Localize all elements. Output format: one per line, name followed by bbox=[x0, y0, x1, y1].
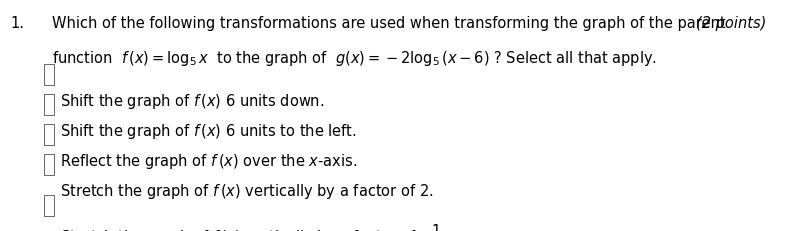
Text: Shift the graph of $f\,(x)$ 6 units down.: Shift the graph of $f\,(x)$ 6 units down… bbox=[60, 91, 324, 110]
Text: Which of the following transformations are used when transforming the graph of t: Which of the following transformations a… bbox=[52, 16, 726, 31]
Text: Reflect the graph of $f\,(x)$ over the $x$-axis.: Reflect the graph of $f\,(x)$ over the $… bbox=[60, 151, 357, 170]
Text: (2 points): (2 points) bbox=[696, 16, 766, 31]
Text: Stretch the graph of $f\,(x)$ vertically by a factor of 2.: Stretch the graph of $f\,(x)$ vertically… bbox=[60, 181, 434, 200]
Text: 1.: 1. bbox=[10, 16, 24, 31]
Text: function  $f\,(x)=\log_5 x$  to the graph of  $g(x)=-2\log_5(x-6)$ ? Select all : function $f\,(x)=\log_5 x$ to the graph … bbox=[52, 49, 657, 67]
Text: Shift the graph of $f\,(x)$ 6 units to the left.: Shift the graph of $f\,(x)$ 6 units to t… bbox=[60, 121, 357, 140]
Text: Stretch the graph of $f\,(x)$ vertically by a factor of $-\dfrac{1}{2}$.: Stretch the graph of $f\,(x)$ vertically… bbox=[60, 222, 448, 231]
